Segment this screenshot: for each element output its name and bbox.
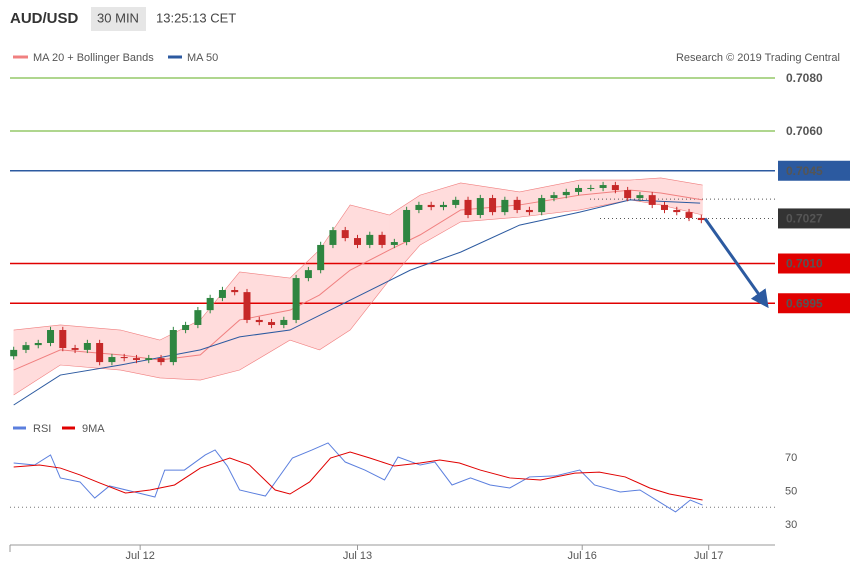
bollinger-fill xyxy=(579,179,631,211)
legend-label: 9MA xyxy=(82,423,105,435)
candle-body xyxy=(132,358,140,360)
level-label: 0.6995 xyxy=(786,296,823,310)
timeframe-box xyxy=(91,7,146,31)
candle-body xyxy=(390,242,398,245)
y-tick-label: 50 xyxy=(785,485,797,497)
candle-body xyxy=(476,198,484,216)
indicator-line xyxy=(13,442,703,513)
candle-body xyxy=(59,330,67,349)
candle-body xyxy=(120,357,128,359)
level-box xyxy=(778,160,850,181)
bollinger-lower xyxy=(13,199,703,396)
candle-body xyxy=(685,212,693,218)
candle-body xyxy=(673,209,681,213)
level-label: 0.7010 xyxy=(786,257,823,271)
candle-body xyxy=(145,358,153,360)
ma50-line xyxy=(13,199,701,406)
candle-body xyxy=(452,199,460,205)
legend-label: RSI xyxy=(33,423,51,435)
candle-body xyxy=(304,270,312,279)
level-box xyxy=(778,253,850,274)
candle-body xyxy=(587,187,595,189)
candle-body xyxy=(47,330,55,343)
candle-body xyxy=(697,217,705,221)
x-tick-label: Jul 12 xyxy=(125,550,154,562)
candle-body xyxy=(439,204,447,208)
time: 13:25:13 CET xyxy=(156,10,236,25)
credit: Research © 2019 Trading Central xyxy=(676,52,840,64)
candle-body xyxy=(83,343,91,350)
bollinger-fill xyxy=(120,329,161,379)
x-tick-label: Jul 16 xyxy=(568,550,597,562)
candle-body xyxy=(22,345,30,350)
x-tick-label: Jul 17 xyxy=(694,550,723,562)
legend-label: MA 20 + Bollinger Bands xyxy=(33,52,154,64)
candle-body xyxy=(525,209,533,213)
level-label: 0.7045 xyxy=(786,164,823,178)
candle-body xyxy=(243,292,251,320)
candle-body xyxy=(378,234,386,245)
candle-body xyxy=(317,244,325,271)
forecast-arrow xyxy=(703,217,769,309)
candle-body xyxy=(489,198,497,213)
level-label: 0.7080 xyxy=(786,71,823,85)
candle-body xyxy=(354,238,362,245)
candle-body xyxy=(206,297,214,311)
candle-body xyxy=(611,185,619,191)
y-tick-label: 70 xyxy=(785,452,797,464)
candle-body xyxy=(366,234,374,245)
bollinger-upper xyxy=(13,177,703,341)
last-price-label: 0.7027 xyxy=(786,212,823,226)
candle-body xyxy=(464,199,472,216)
candle-body xyxy=(268,322,276,325)
candle-body xyxy=(648,195,656,205)
candle-body xyxy=(341,230,349,239)
candle-body xyxy=(71,348,79,350)
candle-body xyxy=(575,187,583,192)
candle-body xyxy=(218,290,226,298)
level-label: 0.7060 xyxy=(786,124,823,138)
bollinger-fill xyxy=(200,271,240,381)
candle-body xyxy=(513,199,521,210)
candle-body xyxy=(292,278,300,320)
candle-body xyxy=(157,358,165,363)
x-tick-label: Jul 13 xyxy=(343,550,372,562)
bollinger-fill xyxy=(159,319,201,381)
candle-body xyxy=(562,191,570,196)
last-price-box xyxy=(778,208,850,229)
candle-body xyxy=(231,290,239,293)
candle-body xyxy=(403,209,411,243)
candle-body xyxy=(34,343,42,346)
candle-body xyxy=(329,230,337,245)
candle-body xyxy=(194,310,202,325)
candle-body xyxy=(255,319,263,323)
candle-body xyxy=(10,349,18,357)
candle-body xyxy=(182,324,190,331)
candle-body xyxy=(550,195,558,199)
y-tick-label: 30 xyxy=(785,519,797,531)
candle-body xyxy=(660,204,668,210)
candle-body xyxy=(108,357,116,363)
indicator-line xyxy=(13,451,703,501)
candle-body xyxy=(427,204,435,208)
symbol: AUD/USD xyxy=(10,10,79,27)
candle-body xyxy=(501,199,509,213)
timeframe: 30 MIN xyxy=(97,10,139,25)
candle-body xyxy=(636,195,644,199)
level-box xyxy=(778,293,850,314)
legend-label: MA 50 xyxy=(187,52,218,64)
candle-body xyxy=(624,190,632,199)
candle-body xyxy=(169,330,177,363)
legend: MA 20 + Bollinger Bands MA 50 RSI 9MA xyxy=(13,52,218,435)
candle-body xyxy=(415,204,423,210)
candle-body xyxy=(538,198,546,213)
candle-body xyxy=(599,185,607,188)
candle-body xyxy=(280,319,288,325)
bollinger-fill xyxy=(319,204,351,351)
candle-body xyxy=(96,343,104,363)
